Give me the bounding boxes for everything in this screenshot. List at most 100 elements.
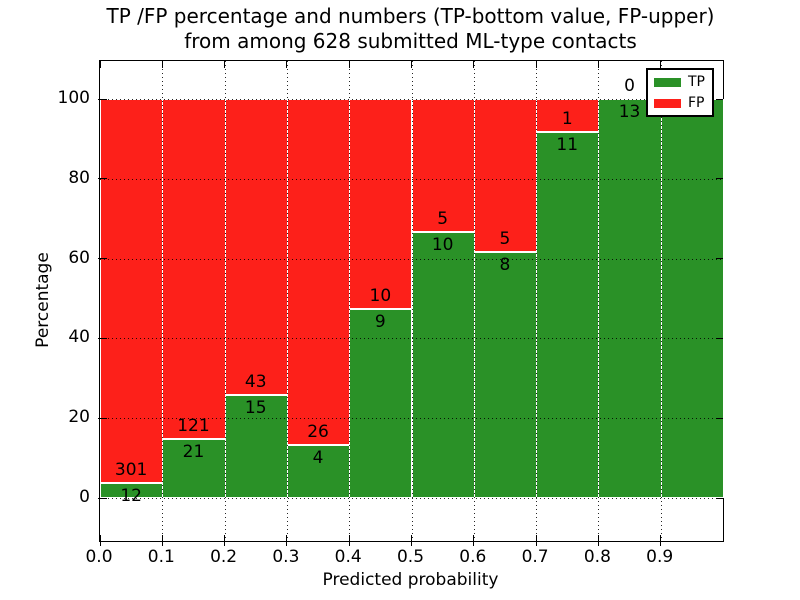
fp-count-label: 10 bbox=[369, 286, 392, 306]
y-tick-mark bbox=[98, 258, 107, 260]
fp-count-label: 5 bbox=[437, 209, 449, 229]
tp-bar-segment bbox=[286, 444, 351, 498]
fp-bar-segment bbox=[162, 99, 226, 439]
legend-label-fp: FP bbox=[688, 95, 705, 111]
tp-count-label: 21 bbox=[182, 441, 205, 462]
plot-area: TP FP 3011212121431526410951058111013013 bbox=[98, 60, 724, 546]
tp-count-label: 11 bbox=[556, 135, 579, 156]
vertical-gridline bbox=[224, 61, 226, 541]
tp-bar-segment bbox=[162, 438, 226, 498]
x-tick-mark-top bbox=[286, 61, 288, 68]
fp-count-label: 1 bbox=[561, 109, 573, 130]
x-tick-label: 0.5 bbox=[396, 547, 425, 567]
y-tick-label: 100 bbox=[57, 88, 90, 108]
x-tick-mark-top bbox=[473, 61, 475, 68]
y-tick-mark bbox=[98, 98, 107, 100]
x-tick-label: 0.4 bbox=[334, 547, 362, 567]
tp-bar-segment bbox=[224, 394, 288, 498]
vertical-gridline bbox=[660, 61, 662, 541]
x-tick-mark-top bbox=[411, 61, 412, 68]
tp-bar-segment bbox=[349, 309, 413, 498]
tp-bar-segment bbox=[536, 132, 600, 498]
vertical-gridline bbox=[411, 61, 413, 541]
x-tick-mark-top bbox=[224, 61, 226, 68]
x-tick-mark-top bbox=[597, 61, 599, 68]
fp-count-label: 0 bbox=[624, 76, 635, 96]
vertical-gridline bbox=[349, 61, 351, 541]
legend-entry-fp: FP bbox=[654, 96, 706, 110]
tp-count-label: 12 bbox=[120, 485, 142, 506]
x-tick-mark bbox=[161, 535, 163, 546]
x-tick-mark bbox=[473, 535, 475, 546]
tp-bar-segment bbox=[411, 232, 475, 498]
x-tick-mark bbox=[411, 535, 412, 546]
x-tick-mark-top bbox=[660, 61, 662, 68]
x-tick-mark bbox=[535, 535, 537, 546]
fp-count-label: 301 bbox=[114, 459, 148, 480]
x-tick-label: 0.2 bbox=[210, 547, 238, 567]
x-tick-mark-top bbox=[535, 61, 537, 68]
y-tick-mark-right bbox=[716, 337, 723, 339]
y-tick-label: 20 bbox=[68, 407, 90, 428]
fp-count-label: 26 bbox=[307, 421, 329, 442]
legend-entry-tp: TP bbox=[654, 75, 706, 89]
tp-count-label: 10 bbox=[431, 235, 454, 255]
x-tick-mark bbox=[286, 535, 288, 546]
chart-title-line1: TP /FP percentage and numbers (TP-bottom… bbox=[106, 4, 715, 28]
y-tick-mark-right bbox=[716, 98, 723, 100]
fp-bar-segment bbox=[100, 99, 164, 483]
x-axis-label: Predicted probability bbox=[322, 570, 499, 590]
x-tick-mark-top bbox=[348, 61, 350, 68]
tp-bar-segment bbox=[598, 99, 662, 498]
tp-count-label: 13 bbox=[618, 102, 641, 122]
y-tick-label: 0 bbox=[79, 487, 90, 507]
y-tick-mark-right bbox=[716, 258, 723, 260]
tp-count-label: 9 bbox=[374, 312, 386, 332]
y-tick-mark bbox=[98, 497, 107, 499]
fp-bar-segment bbox=[349, 99, 413, 309]
tp-bar-segment bbox=[473, 252, 538, 498]
y-tick-label: 60 bbox=[68, 247, 90, 268]
vertical-gridline bbox=[286, 61, 288, 541]
x-tick-label: 0.0 bbox=[85, 547, 113, 567]
fp-bar-segment bbox=[286, 99, 351, 445]
y-tick-mark bbox=[98, 178, 107, 180]
fp-count-label: 121 bbox=[177, 415, 210, 436]
vertical-gridline bbox=[473, 61, 475, 541]
x-tick-mark bbox=[348, 535, 350, 546]
y-tick-label: 80 bbox=[68, 167, 90, 188]
tp-count-label: 15 bbox=[244, 397, 267, 418]
vertical-gridline bbox=[536, 61, 538, 541]
fp-count-label: 5 bbox=[499, 229, 511, 250]
legend: TP FP bbox=[646, 68, 714, 117]
x-tick-mark bbox=[224, 535, 226, 546]
y-tick-mark-right bbox=[716, 417, 723, 419]
x-tick-mark-top bbox=[161, 61, 163, 68]
fp-bar-segment bbox=[224, 99, 288, 395]
chart-title-line2: from among 628 submitted ML-type contact… bbox=[184, 29, 637, 53]
y-tick-mark-right bbox=[716, 178, 723, 180]
tp-bar-segment bbox=[660, 99, 724, 498]
y-tick-mark bbox=[98, 337, 107, 339]
x-tick-label: 0.9 bbox=[646, 547, 674, 567]
x-tick-label: 0.1 bbox=[147, 547, 175, 567]
vertical-gridline bbox=[162, 61, 164, 541]
x-tick-mark-top bbox=[99, 61, 101, 68]
y-tick-mark-right bbox=[716, 497, 723, 499]
tp-swatch-icon bbox=[654, 77, 681, 87]
y-tick-label: 40 bbox=[68, 327, 90, 348]
x-tick-label: 0.7 bbox=[521, 547, 549, 567]
x-tick-label: 0.8 bbox=[583, 547, 611, 567]
legend-label-tp: TP bbox=[688, 74, 705, 90]
tp-count-label: 4 bbox=[312, 447, 324, 468]
tp-count-label: 8 bbox=[499, 255, 511, 276]
fp-swatch-icon bbox=[654, 98, 681, 108]
vertical-gridline bbox=[598, 61, 600, 541]
x-tick-mark bbox=[597, 535, 599, 546]
fp-count-label: 43 bbox=[244, 371, 267, 392]
x-tick-mark bbox=[99, 535, 101, 546]
x-tick-label: 0.3 bbox=[272, 547, 300, 567]
y-axis-label: Percentage bbox=[33, 252, 53, 348]
y-tick-mark bbox=[98, 417, 107, 419]
